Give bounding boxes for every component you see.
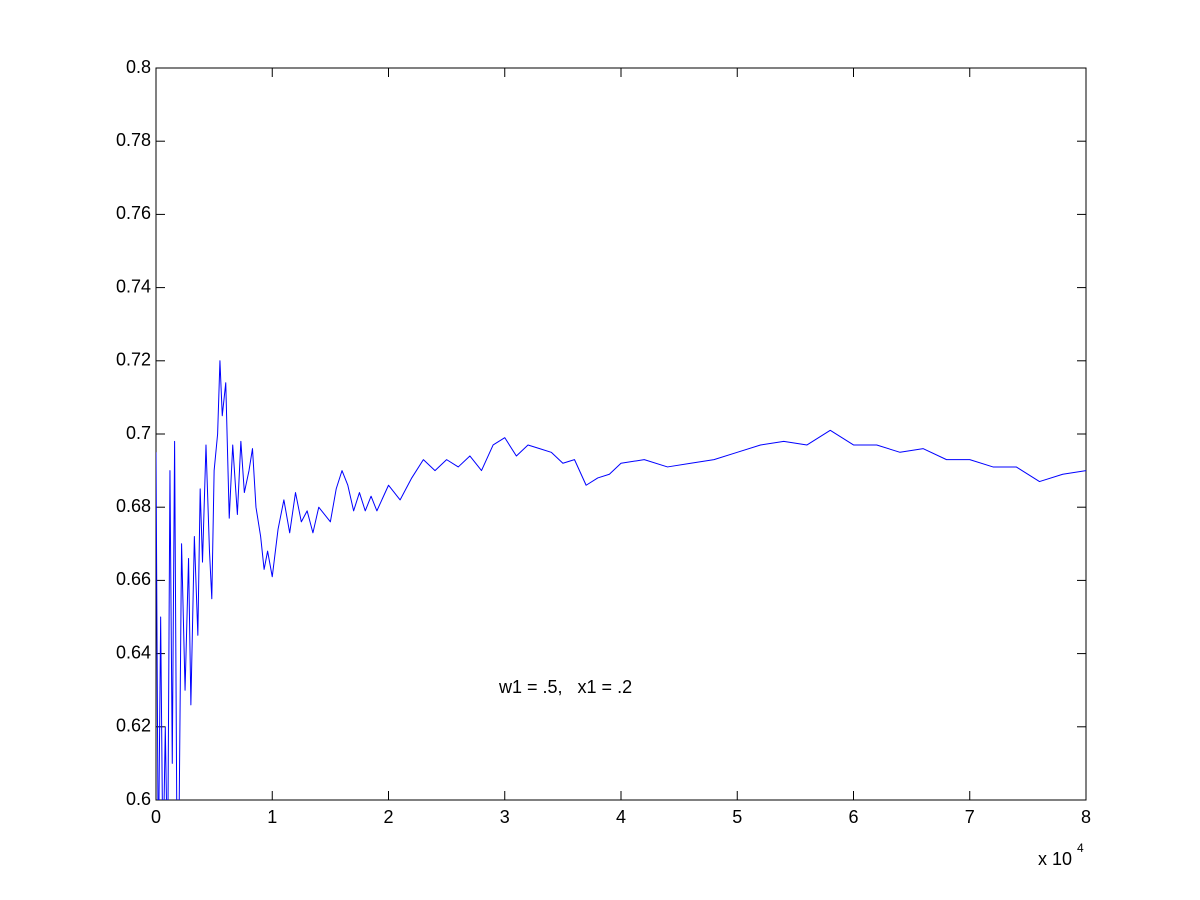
plot-area <box>156 360 1086 800</box>
y-tick-label: 0.72 <box>116 350 151 370</box>
y-tick-label: 0.76 <box>116 203 151 223</box>
y-tick-label: 0.68 <box>116 496 151 516</box>
x-tick-label: 8 <box>1081 807 1091 827</box>
x-scale-base: x 10 <box>1038 849 1072 869</box>
x-tick-label: 7 <box>965 807 975 827</box>
x-scale-exponent: 4 <box>1077 841 1084 855</box>
line-series <box>156 360 1086 800</box>
y-tick-label: 0.7 <box>126 423 151 443</box>
x-tick-label: 3 <box>500 807 510 827</box>
x-tick-label: 6 <box>848 807 858 827</box>
x-tick-label: 0 <box>151 807 161 827</box>
y-tick-label: 0.78 <box>116 130 151 150</box>
y-tick-label: 0.62 <box>116 716 151 736</box>
y-tick-label: 0.74 <box>116 276 151 296</box>
x-tick-label: 4 <box>616 807 626 827</box>
plot-frame <box>155 67 1087 801</box>
y-tick-label: 0.8 <box>126 57 151 77</box>
y-tick-label: 0.64 <box>116 642 151 662</box>
y-tick-label: 0.6 <box>126 789 151 809</box>
x-tick-label: 5 <box>732 807 742 827</box>
x-tick-label: 1 <box>267 807 277 827</box>
x-tick-label: 2 <box>383 807 393 827</box>
annotation: w1 = .5, x1 = .2 <box>498 677 632 697</box>
y-tick-label: 0.66 <box>116 569 151 589</box>
